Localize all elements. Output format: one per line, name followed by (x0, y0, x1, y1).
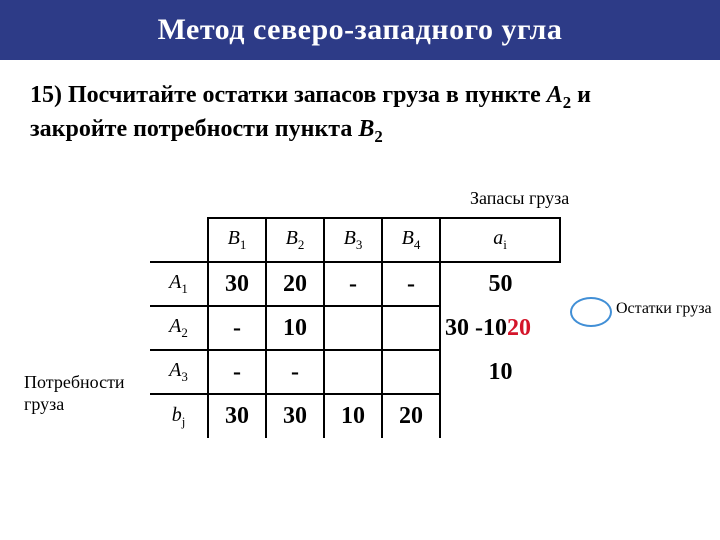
point-b-sub: 2 (374, 127, 382, 146)
cell-a2-b4 (382, 306, 440, 350)
demand-label-1: Потребности (24, 372, 125, 392)
instruction-prefix: 15) Посчитайте остатки запасов груза в п… (30, 82, 547, 108)
rem-header-blank (560, 218, 680, 262)
point-a: A (547, 82, 563, 108)
demand-b2: 30 (266, 394, 324, 438)
cell-a2-b2: 10 (266, 306, 324, 350)
rem-bj (560, 394, 680, 438)
cell-a1-b1: 30 (208, 262, 266, 306)
corner-cell (150, 218, 208, 262)
cell-a3-b4 (382, 350, 440, 394)
cell-a3-b3 (324, 350, 382, 394)
row-a1: A1 30 20 - - 50 (150, 262, 680, 306)
row-bj: bj 30 30 10 20 (150, 394, 680, 438)
cell-a1-b2: 20 (266, 262, 324, 306)
demand-b1: 30 (208, 394, 266, 438)
rem-a1 (560, 262, 680, 306)
row-header-bj: bj (150, 394, 208, 438)
row-header-a2: A2 (150, 306, 208, 350)
cell-a1-b4: - (382, 262, 440, 306)
row-a2: A2 - 10 30 -1020 (150, 306, 680, 350)
col-header-b1: B1 (208, 218, 266, 262)
rem-a2 (560, 306, 680, 350)
point-b: B (358, 116, 374, 142)
demand-label: Потребности груза (24, 372, 125, 415)
transport-table: B1 B2 B3 B4 ai A1 30 20 - - 50 A2 - 10 3… (150, 217, 680, 438)
rem-a3 (560, 350, 680, 394)
page-title: Метод северо-западного угла (158, 13, 563, 47)
row-a3: A3 - - 10 (150, 350, 680, 394)
header-row: B1 B2 B3 B4 ai (150, 218, 680, 262)
supply-label: Запасы груза (470, 188, 569, 209)
col-header-b3: B3 (324, 218, 382, 262)
demand-label-2: груза (24, 394, 64, 414)
supply-a1: 50 (440, 262, 560, 306)
demand-b3: 10 (324, 394, 382, 438)
cell-a2-b3 (324, 306, 382, 350)
col-header-b2: B2 (266, 218, 324, 262)
cell-a2-b1: - (208, 306, 266, 350)
col-header-b4: B4 (382, 218, 440, 262)
row-header-a1: A1 (150, 262, 208, 306)
cell-a3-b2: - (266, 350, 324, 394)
point-a-sub: 2 (563, 93, 571, 112)
demand-b4: 20 (382, 394, 440, 438)
supply-a3: 10 (440, 350, 560, 394)
col-header-ai: ai (440, 218, 560, 262)
title-bar: Метод северо-западного угла (0, 0, 720, 60)
demand-total-blank (440, 394, 560, 438)
supply-a2: 30 -1020 (440, 306, 560, 350)
instruction-text: 15) Посчитайте остатки запасов груза в п… (0, 60, 720, 156)
row-header-a3: A3 (150, 350, 208, 394)
cell-a3-b1: - (208, 350, 266, 394)
cell-a1-b3: - (324, 262, 382, 306)
